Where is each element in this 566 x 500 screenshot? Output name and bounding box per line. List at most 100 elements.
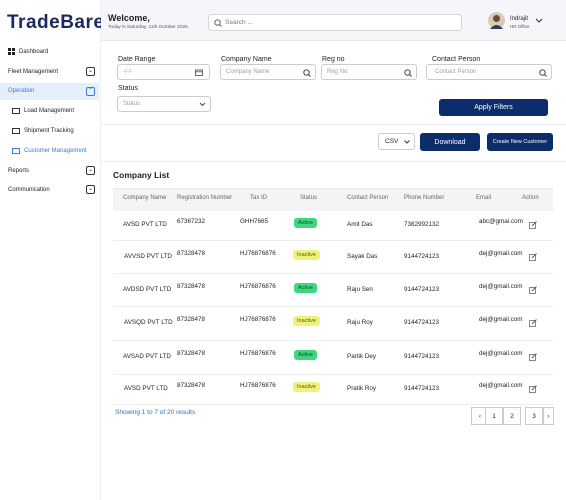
table-cell: Partik Dey xyxy=(347,353,377,360)
nav-label: Reports xyxy=(8,168,30,174)
chevron xyxy=(199,102,206,107)
row-divider xyxy=(113,273,553,274)
nav-item[interactable]: Operation xyxy=(8,88,34,94)
nav-item[interactable]: Fleet Management xyxy=(8,69,58,75)
page-button[interactable]: 2 xyxy=(503,407,521,425)
table-cell: dej@gmail.com xyxy=(479,350,523,357)
page-button[interactable]: 3 xyxy=(525,407,543,425)
edit-icon[interactable] xyxy=(529,385,537,393)
edit-icon[interactable] xyxy=(529,319,537,327)
user-chevron[interactable] xyxy=(535,18,543,24)
filter-label: Reg no xyxy=(322,56,345,63)
date-input[interactable]: -/-/- xyxy=(117,64,210,80)
row-divider xyxy=(113,404,553,405)
status-badge: Inactive xyxy=(293,316,320,326)
nav-label: Customer Management xyxy=(24,148,87,154)
table-header xyxy=(113,188,553,211)
table-cell: dej@gmail.com xyxy=(479,382,523,389)
chevron[interactable]: ⌃ xyxy=(86,87,95,96)
table-cell: 87328478 xyxy=(177,382,206,389)
search-placeholder: Search ... xyxy=(225,19,253,26)
page-button[interactable]: 1 xyxy=(485,407,503,425)
table-cell: 87328478 xyxy=(177,249,206,257)
nav-label: Shipment Tracking xyxy=(24,128,74,134)
nav-label: Dashboard xyxy=(19,48,49,55)
placeholder: Contact Person xyxy=(435,69,477,75)
chevron[interactable]: ⌄ xyxy=(86,166,95,175)
table-cell: GHH7665 xyxy=(240,218,269,225)
nav-active xyxy=(0,83,99,100)
icon xyxy=(12,128,20,134)
user-name: Indrajit xyxy=(510,16,529,22)
table-cell: abc@gmai.com xyxy=(479,218,523,225)
welcome-title: Welcome, xyxy=(108,13,150,23)
reg-input[interactable]: Reg No xyxy=(321,64,417,80)
column-header: Contact Person xyxy=(347,195,389,201)
date-text: Today is Saturday, 11th October 2025. xyxy=(108,25,190,30)
avatar[interactable] xyxy=(488,12,505,29)
search-icon xyxy=(539,69,547,77)
column-header: Company Name xyxy=(123,195,167,201)
brand[interactable]: TradeBarel xyxy=(7,12,111,33)
icon xyxy=(8,48,15,55)
nav-label: Operation xyxy=(8,88,35,94)
contact-input[interactable]: Contact Person xyxy=(426,64,552,80)
page-next[interactable]: › xyxy=(543,407,554,425)
search-box[interactable]: Search ... xyxy=(208,14,462,31)
placeholder: Reg No xyxy=(327,69,348,75)
edit-icon[interactable] xyxy=(529,221,537,229)
nav-item[interactable]: Communication xyxy=(8,187,50,193)
nav-label: Fleet Management xyxy=(8,69,59,75)
table-cell: 87328478 xyxy=(177,282,206,290)
table-cell: AVSAD PVT LTD xyxy=(123,353,171,360)
chevron[interactable]: ⌄ xyxy=(86,185,95,194)
nav-item[interactable]: Reports xyxy=(8,168,29,174)
row-divider xyxy=(113,240,553,241)
filter-label: Date Range xyxy=(118,56,156,63)
pencil xyxy=(529,221,537,229)
table-cell: 87328478 xyxy=(177,316,206,323)
nav-label: Communication xyxy=(8,187,50,193)
table-cell: 9144724123 xyxy=(404,385,440,392)
divider xyxy=(101,161,566,162)
table-cell: AVVSD PVT LTD xyxy=(124,252,172,260)
table-cell: AVSD PVT LTD xyxy=(123,221,167,228)
edit-icon[interactable] xyxy=(529,353,537,361)
edit-icon[interactable] xyxy=(529,252,537,261)
table-cell: Pratik Roy xyxy=(347,385,377,392)
divider xyxy=(101,124,566,125)
table-cell: 67367232 xyxy=(177,218,206,225)
nav-label: Load Management xyxy=(24,108,75,114)
apply-button[interactable]: Apply Filters xyxy=(439,99,548,116)
column-header: Status xyxy=(300,195,318,201)
table-cell: dej@gmail.com xyxy=(479,249,523,257)
table-title: Company List xyxy=(113,170,170,180)
nav-item[interactable]: Customer Management xyxy=(12,148,87,154)
table-cell: dej@gmail.com xyxy=(479,282,523,290)
table-cell: AVSD PVT LTD xyxy=(124,385,168,392)
company-input[interactable]: Company Name xyxy=(220,64,316,80)
status-select[interactable]: Status xyxy=(117,96,211,112)
filter-label: Company Name xyxy=(221,56,272,63)
table-cell: HJ76876876 xyxy=(240,249,276,257)
pencil xyxy=(529,285,537,294)
chevron[interactable]: ⌄ xyxy=(86,67,95,76)
nav-item[interactable]: Shipment Tracking xyxy=(12,128,74,134)
table-cell: 9144724123 xyxy=(404,285,440,293)
edit-icon[interactable] xyxy=(529,285,537,294)
nav-item[interactable]: Load Management xyxy=(12,108,74,114)
download-button[interactable]: Download xyxy=(420,133,480,151)
table-cell: 9144724123 xyxy=(404,252,440,260)
status-badge: Active xyxy=(294,218,317,228)
column-header: Registration Number xyxy=(177,195,233,201)
nav-item[interactable]: Dashboard xyxy=(8,48,48,55)
create-button[interactable]: Create New Customer xyxy=(487,133,553,151)
status-badge: Inactive xyxy=(293,249,320,260)
format-select[interactable]: CSV xyxy=(378,133,415,150)
pencil xyxy=(529,385,537,393)
table-cell: 87328478 xyxy=(177,350,206,357)
page-prev[interactable]: ‹ xyxy=(471,407,489,425)
row-divider xyxy=(113,306,553,307)
search-icon xyxy=(303,69,311,77)
